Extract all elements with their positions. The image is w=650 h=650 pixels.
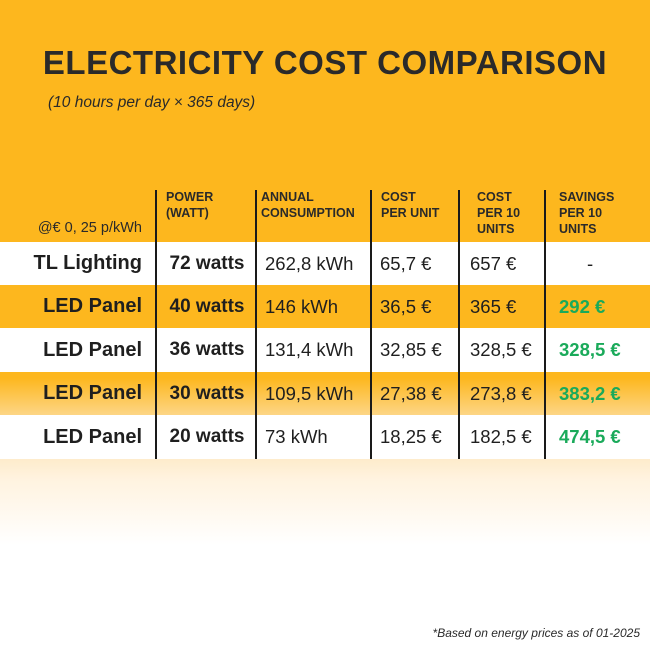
cell-cost-per-unit: 18,25 € — [380, 426, 442, 447]
cell-cost-per-10: 328,5 € — [470, 339, 532, 360]
column-divider — [370, 190, 372, 459]
table-header: @€ 0, 25 p/kWh POWER (WATT) ANNUAL CONSU… — [0, 180, 650, 242]
cell-name: LED Panel — [43, 382, 142, 404]
cell-cost-per-unit: 32,85 € — [380, 339, 442, 360]
cell-savings-per-10: 383,2 € — [559, 382, 621, 404]
cell-cost-per-unit: 36,5 € — [380, 295, 432, 317]
cell-consumption: 109,5 kWh — [265, 382, 354, 404]
header-annual-consumption: ANNUAL CONSUMPTION — [261, 190, 355, 220]
cell-power: 20 watts — [169, 426, 245, 447]
cell-name: TL Lighting — [33, 252, 143, 274]
cell-name: LED Panel — [43, 338, 142, 361]
table-row: LED Panel 36 watts 131,4 kWh 32,85 € 328,5 €… — [0, 328, 650, 372]
cell-consumption: 131,4 kWh — [265, 339, 354, 360]
column-divider — [458, 190, 460, 459]
cell-cost-per-10: 657 € — [470, 252, 517, 274]
page-title: ELECTRICITY COST COMPARISON — [42, 44, 608, 81]
footnote: *Based on energy prices as of 01-2025 — [432, 626, 640, 640]
subtitle: (10 hours per day × 365 days) — [48, 94, 256, 111]
header-rate: @€ 0, 25 p/kWh — [37, 220, 142, 236]
cell-power: 40 watts — [169, 295, 245, 317]
column-divider — [155, 190, 157, 459]
cell-power: 30 watts — [169, 382, 245, 404]
cell-cost-per-10: 182,5 € — [470, 426, 532, 447]
header-savings-per-10: SAVINGS PER 10 UNITS — [559, 190, 615, 236]
cell-consumption: 146 kWh — [265, 295, 339, 317]
cell-savings-per-10: 292 € — [559, 295, 606, 317]
cell-name: LED Panel — [43, 425, 142, 448]
table-row: TL Lighting 72 watts 262,8 kWh 65,7 € 657 € - — [0, 242, 650, 285]
table-row: LED Panel 20 watts 73 kWh 18,25 € 182,5 € 474… — [0, 415, 650, 459]
cell-cost-per-10: 365 € — [470, 295, 517, 317]
column-divider — [255, 190, 257, 459]
cell-name: LED Panel — [43, 295, 142, 317]
cell-savings-per-10: - — [587, 252, 594, 274]
cell-cost-per-10: 273,8 € — [470, 382, 532, 404]
cell-savings-per-10: 328,5 € — [559, 339, 621, 360]
table-row: LED Panel 40 watts 146 kWh 36,5 € 365 € 292 € — [0, 285, 650, 328]
cell-cost-per-unit: 27,38 € — [380, 382, 442, 404]
cell-power: 72 watts — [169, 252, 245, 274]
cell-power: 36 watts — [169, 339, 245, 360]
column-divider — [544, 190, 546, 459]
table-row: LED Panel 30 watts 109,5 kWh 27,38 € 273,8 €… — [0, 372, 650, 415]
cell-consumption: 73 kWh — [265, 426, 328, 447]
cell-consumption: 262,8 kWh — [265, 252, 354, 274]
cell-savings-per-10: 474,5 € — [559, 426, 621, 447]
header-cost-per-unit: COST PER UNIT — [381, 190, 440, 220]
cell-cost-per-unit: 65,7 € — [380, 252, 432, 274]
header-cost-per-10: COST PER 10 UNITS — [477, 190, 521, 236]
header-power: POWER (WATT) — [166, 190, 214, 220]
